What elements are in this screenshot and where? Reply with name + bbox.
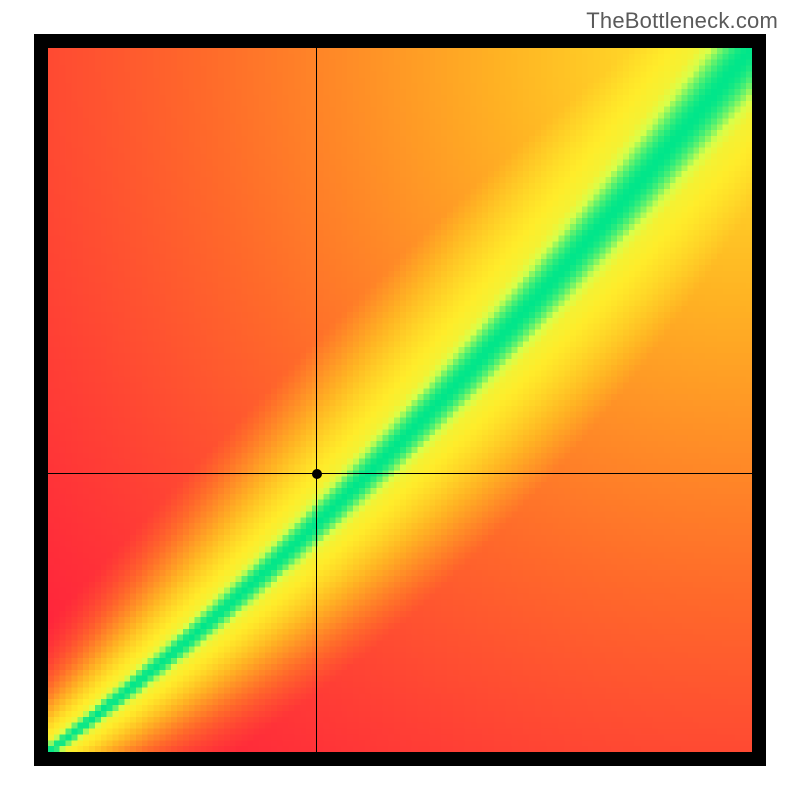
watermark-text: TheBottleneck.com: [586, 8, 778, 34]
chart-wrapper: TheBottleneck.com: [0, 0, 800, 800]
heatmap-canvas: [48, 48, 752, 752]
